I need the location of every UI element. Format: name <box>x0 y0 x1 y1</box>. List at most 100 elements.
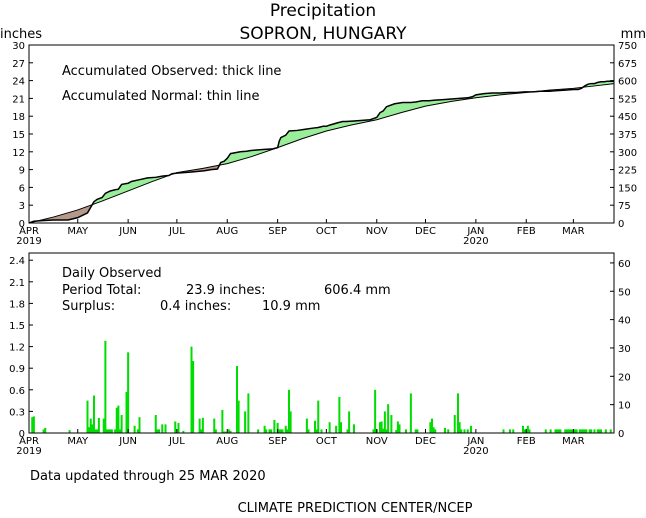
daily-bar <box>585 429 588 433</box>
accumulated-y-tick-label: 9 <box>19 166 25 177</box>
daily-bar <box>96 429 99 433</box>
daily-y2-tick-label: 60 <box>618 259 631 270</box>
daily-bar <box>102 418 105 433</box>
accumulated-y-tick-label: 24 <box>12 77 25 88</box>
accumulated-x-tick-label: JAN <box>466 226 484 237</box>
surplus-inches: 0.4 inches: <box>160 299 231 314</box>
accumulated-y2-tick-label: 300 <box>618 148 637 159</box>
daily-x-tick-label: DEC <box>415 436 436 447</box>
daily-bar <box>221 409 224 433</box>
daily-bar <box>380 421 383 433</box>
accumulated-y2-tick-label: 225 <box>618 166 637 177</box>
daily-bar <box>346 429 349 433</box>
daily-bar <box>598 429 601 433</box>
daily-y-tick-label: 2.1 <box>9 278 25 289</box>
daily-bar <box>214 429 217 433</box>
daily-bar <box>405 429 407 433</box>
daily-bar <box>236 366 238 433</box>
daily-bar <box>564 429 567 433</box>
daily-observed-note: Daily Observed <box>62 266 162 281</box>
daily-bar <box>512 429 515 433</box>
daily-bar <box>429 422 432 433</box>
daily-bar <box>164 424 167 433</box>
daily-bar <box>279 429 282 433</box>
daily-bar <box>109 429 112 433</box>
daily-x-tick-label: JAN <box>466 436 484 447</box>
daily-x-tick-label: MAR <box>562 436 584 447</box>
daily-x-tick-label: AUG <box>216 436 238 447</box>
daily-bar <box>526 425 529 433</box>
accumulated-y2-tick-label: 750 <box>618 41 637 52</box>
daily-bar <box>374 389 377 433</box>
daily-bar <box>372 429 375 433</box>
daily-bar <box>161 424 164 433</box>
daily-x-tick-label: JUL <box>168 436 185 447</box>
daily-bar <box>227 429 230 433</box>
daily-x-tick-label: FEB <box>517 436 536 447</box>
daily-bar <box>307 429 310 433</box>
daily-bar <box>431 418 433 433</box>
daily-bar <box>117 405 120 433</box>
observed-line <box>28 80 614 224</box>
daily-bar <box>509 429 511 433</box>
accumulated-y2-tick-label: 525 <box>618 94 637 105</box>
daily-x-year-label: 2020 <box>463 446 488 457</box>
daily-y2-tick-label: 40 <box>618 316 631 327</box>
daily-bar <box>154 415 157 433</box>
daily-bar <box>288 389 290 433</box>
daily-y-tick-label: 0.6 <box>9 386 25 397</box>
daily-y-tick-label: 0 <box>19 429 25 440</box>
daily-bar <box>565 429 568 433</box>
normal-line <box>28 83 615 224</box>
daily-bar <box>114 429 117 433</box>
daily-bar <box>237 400 240 433</box>
chart-title: Precipitation <box>270 1 376 21</box>
accumulated-y2-tick-label: 375 <box>618 130 637 141</box>
daily-x-year-label: 2019 <box>16 446 41 457</box>
daily-bar <box>353 424 355 433</box>
daily-bar <box>270 429 273 433</box>
accumulated-y-tick-label: 3 <box>19 201 25 212</box>
accumulated-y-tick-label: 15 <box>12 130 25 141</box>
daily-bar <box>286 429 289 433</box>
daily-bar <box>278 429 281 433</box>
daily-x-tick-label: NOV <box>366 436 388 447</box>
daily-bar <box>257 429 260 433</box>
daily-bar <box>409 393 412 433</box>
daily-bar <box>414 429 417 433</box>
daily-bar <box>385 429 388 433</box>
daily-x-tick-label: SEP <box>268 436 287 447</box>
daily-bar <box>588 429 591 433</box>
daily-bar <box>340 422 342 433</box>
daily-x-tick-label: OCT <box>316 436 338 447</box>
daily-bar <box>382 428 385 433</box>
daily-bar <box>174 421 177 433</box>
daily-bar <box>460 429 463 433</box>
accumulated-y2-tick-label: 450 <box>618 112 637 123</box>
daily-bar <box>574 429 576 433</box>
daily-bar <box>104 340 107 433</box>
surplus-mm: 10.9 mm <box>262 299 320 314</box>
daily-bar <box>567 429 570 433</box>
accumulated-y-tick-label: 30 <box>12 41 25 52</box>
daily-y-tick-label: 0.3 <box>9 407 25 418</box>
daily-bar <box>458 422 461 433</box>
daily-bar <box>265 429 268 433</box>
daily-bar <box>247 393 250 433</box>
daily-bar <box>224 431 227 433</box>
daily-bar <box>582 429 585 433</box>
daily-bar <box>580 429 583 433</box>
observed-note: Accumulated Observed: thick line <box>62 64 281 79</box>
credit-line: CLIMATE PREDICTION CENTER/NCEP <box>238 501 473 516</box>
daily-bar <box>338 397 341 433</box>
daily-bar <box>32 416 35 433</box>
daily-bar <box>609 429 612 433</box>
daily-bar <box>127 352 130 433</box>
daily-bar <box>557 429 560 433</box>
daily-bar <box>522 425 524 433</box>
daily-bar <box>590 429 593 433</box>
daily-bar <box>528 429 531 433</box>
daily-bar <box>136 429 139 433</box>
daily-y2-tick-label: 50 <box>618 287 631 298</box>
accumulated-y2-tick-label: 675 <box>618 59 637 70</box>
